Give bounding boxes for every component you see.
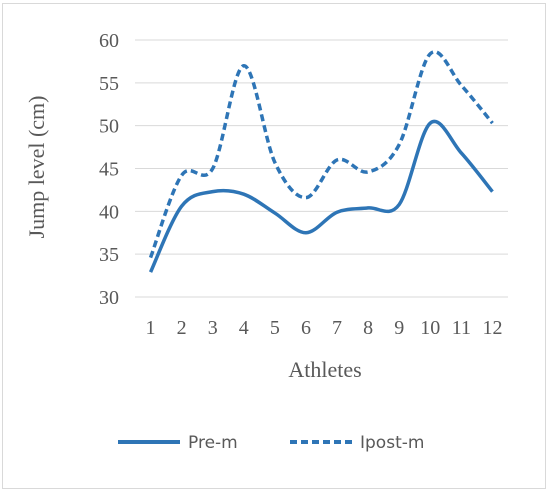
x-tick-label: 4 (239, 317, 249, 339)
y-tick-label: 30 (99, 287, 119, 309)
x-tick-label: 11 (452, 317, 471, 339)
y-tick-label: 35 (99, 244, 119, 266)
y-tick-label: 60 (99, 30, 119, 52)
series-line-pre-m (148, 119, 494, 273)
series-line-ipost-m (148, 50, 494, 259)
y-tick-label: 45 (99, 159, 119, 181)
chart-frame (2, 3, 546, 489)
series-lines (148, 50, 494, 273)
y-tick-label: 40 (99, 201, 119, 223)
x-tick-label: 10 (420, 317, 440, 339)
y-tick-label: 55 (99, 73, 119, 95)
legend-label-ipost-m: Ipost-m (360, 433, 424, 453)
x-tick-label: 9 (394, 317, 404, 339)
x-tick-label: 2 (177, 317, 187, 339)
legend-label-pre-m: Pre-m (188, 433, 238, 453)
y-axis-ticks: 30 35 40 45 50 55 60 (99, 30, 119, 309)
gridlines (135, 39, 508, 255)
legend: Pre-m Ipost-m (118, 433, 424, 453)
y-tick-label: 50 (99, 116, 119, 138)
x-axis-title: Athletes (288, 357, 361, 382)
x-tick-label: 12 (482, 317, 502, 339)
x-tick-label: 7 (332, 317, 342, 339)
x-tick-label: 6 (301, 317, 311, 339)
x-tick-label: 1 (146, 317, 156, 339)
x-tick-label: 8 (363, 317, 373, 339)
x-tick-label: 5 (270, 317, 280, 339)
x-axis-ticks: 1 2 3 4 5 6 7 8 9 10 11 12 (146, 317, 503, 339)
y-axis-title: Jump level (cm) (24, 96, 49, 239)
x-tick-label: 3 (208, 317, 218, 339)
